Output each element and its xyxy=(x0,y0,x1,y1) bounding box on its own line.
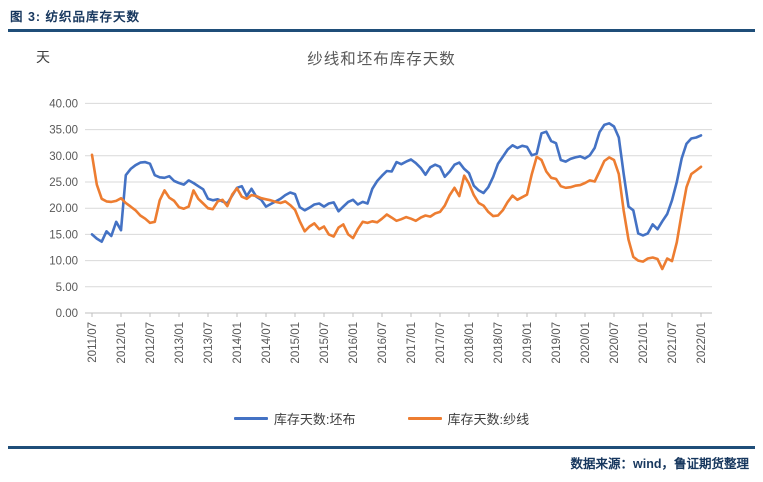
chart-legend: 库存天数:坯布 库存天数:纱线 xyxy=(0,409,763,428)
y-axis-tick-label: 0.00 xyxy=(56,308,78,320)
x-axis-tick-label: 2022/01 xyxy=(696,322,708,364)
x-axis-tick-label: 2018/07 xyxy=(493,322,505,364)
x-axis-tick-label: 2020/01 xyxy=(580,322,592,364)
y-axis-tick-label: 15.00 xyxy=(49,229,78,241)
x-axis-tick-label: 2019/07 xyxy=(551,322,563,364)
x-axis-tick-label: 2019/01 xyxy=(522,322,534,364)
y-axis-tick-label: 10.00 xyxy=(49,256,78,268)
data-source-note: 数据来源：wind，鲁证期货整理 xyxy=(570,457,749,471)
y-axis-tick-label: 40.00 xyxy=(49,98,78,110)
x-axis-tick-label: 2015/01 xyxy=(290,322,302,364)
footer-divider-line xyxy=(8,446,755,449)
x-axis-tick-label: 2016/01 xyxy=(348,322,360,364)
y-axis-tick-label: 35.00 xyxy=(49,125,78,137)
legend-item-greige-fabric: 库存天数:坯布 xyxy=(233,409,356,428)
x-axis-tick-label: 2012/01 xyxy=(116,322,128,364)
chart-title: 纱线和坯布库存天数 xyxy=(307,51,456,68)
series-line xyxy=(90,153,703,271)
x-axis-tick-label: 2013/07 xyxy=(203,322,215,364)
x-axis-tick-label: 2013/01 xyxy=(174,322,186,364)
x-axis-tick-label: 2011/07 xyxy=(87,322,99,363)
x-axis-tick-label: 2017/01 xyxy=(406,322,418,364)
x-axis-tick-label: 2014/01 xyxy=(232,322,244,364)
x-axis-tick-label: 2021/01 xyxy=(638,322,650,364)
y-axis-unit-label: 天 xyxy=(36,49,50,65)
x-axis-tick-label: 2021/07 xyxy=(667,322,679,364)
x-axis-tick-label: 2018/01 xyxy=(464,322,476,364)
y-axis-tick-label: 20.00 xyxy=(49,203,78,215)
legend-item-yarn: 库存天数:纱线 xyxy=(407,409,530,428)
x-axis-tick-label: 2020/07 xyxy=(609,322,621,364)
legend-label: 库存天数:坯布 xyxy=(273,412,356,427)
x-axis-tick-label: 2016/07 xyxy=(377,322,389,364)
legend-label: 库存天数:纱线 xyxy=(447,412,530,427)
y-axis-tick-label: 25.00 xyxy=(49,177,78,189)
greige-fabric-line-swatch xyxy=(233,416,268,421)
x-axis-tick-label: 2017/07 xyxy=(435,322,447,364)
x-axis-tick-label: 2012/07 xyxy=(145,322,157,364)
x-axis-tick-label: 2014/07 xyxy=(261,322,273,364)
header-divider-line xyxy=(8,29,755,32)
x-axis-tick-label: 2015/07 xyxy=(319,322,331,364)
y-axis-tick-label: 30.00 xyxy=(49,151,78,163)
figure-caption: 图 3: 纺织品库存天数 xyxy=(10,10,141,24)
y-axis-tick-label: 5.00 xyxy=(56,282,78,294)
yarn-line-swatch xyxy=(407,416,442,421)
series-line xyxy=(90,122,703,243)
